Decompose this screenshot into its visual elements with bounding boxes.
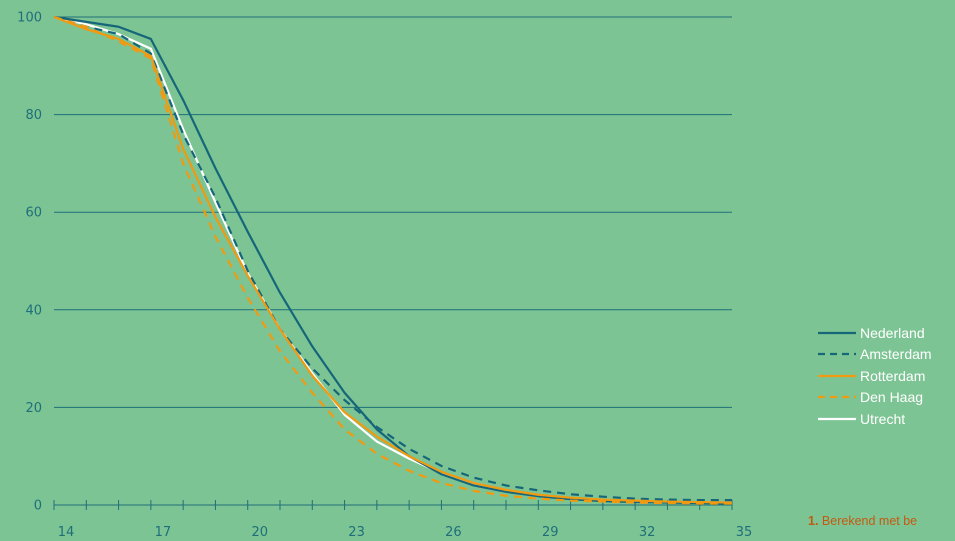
y-tick-label: 20	[25, 401, 42, 416]
legend-item-utrecht: Utrecht	[818, 408, 932, 430]
x-tick-label: 29	[542, 525, 559, 540]
footnote-number: 1.	[808, 514, 819, 528]
legend-item-rotterdam: Rotterdam	[818, 365, 932, 387]
x-tick-labels: 14 17 20 23 26 29 32 35	[58, 525, 753, 540]
x-tick-label: 26	[445, 525, 462, 540]
legend-swatch	[818, 330, 856, 336]
y-tick-label: 40	[25, 303, 42, 318]
y-tick-label: 0	[34, 499, 42, 514]
legend-label: Utrecht	[860, 410, 906, 427]
x-tick-label: 14	[58, 525, 75, 540]
series-line-utrecht	[53, 15, 733, 505]
x-tick-label: 17	[155, 525, 172, 540]
legend: Nederland Amsterdam Rotterdam Den Haag U…	[818, 322, 932, 430]
y-tick-label: 60	[25, 206, 42, 221]
y-tick-labels: 0 20 40 60 80 100	[17, 11, 42, 514]
grid-lines	[54, 16, 732, 408]
x-tick-label: 35	[736, 525, 753, 540]
legend-item-amsterdam: Amsterdam	[818, 344, 932, 366]
legend-swatch	[818, 416, 856, 422]
legend-swatch	[818, 373, 856, 379]
y-tick-label: 80	[25, 108, 42, 123]
x-tick-label: 20	[251, 525, 268, 540]
legend-label: Nederland	[860, 324, 925, 341]
footnote-text: Berekend met be	[821, 514, 918, 528]
series-lines	[53, 15, 733, 505]
legend-item-nederland: Nederland	[818, 322, 932, 344]
legend-swatch	[818, 351, 856, 357]
series-line-rotterdam	[53, 15, 733, 504]
x-tick-label: 32	[639, 525, 656, 540]
series-line-nederland	[53, 15, 733, 505]
x-tick-label: 23	[348, 525, 365, 540]
legend-item-den-haag: Den Haag	[818, 387, 932, 409]
footnote: 1. Berekend met be	[808, 514, 917, 528]
legend-label: Den Haag	[860, 389, 924, 406]
y-tick-label: 100	[17, 11, 42, 26]
legend-label: Rotterdam	[860, 367, 926, 384]
series-line-amsterdam	[53, 15, 732, 502]
legend-label: Amsterdam	[860, 346, 932, 363]
x-axis	[53, 500, 733, 510]
series-line-den-haag	[53, 15, 732, 505]
legend-swatch	[818, 394, 856, 400]
